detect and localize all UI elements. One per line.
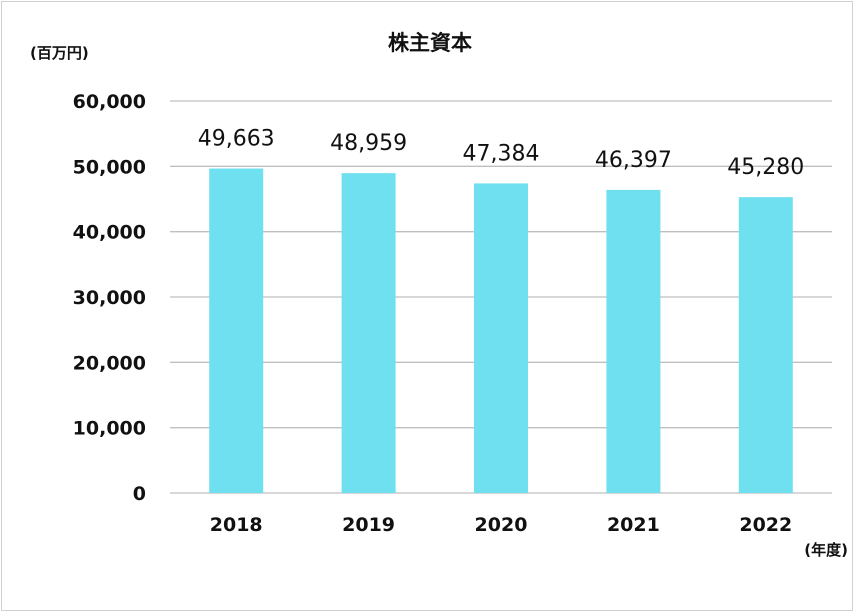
y-tick-label: 30,000	[73, 287, 146, 309]
y-tick-label: 40,000	[73, 222, 146, 244]
data-label-2022: 45,280	[727, 155, 804, 180]
y-tick-label: 50,000	[73, 156, 146, 178]
x-tick-label-2021: 2021	[607, 514, 660, 536]
y-tick-label: 10,000	[73, 418, 146, 440]
bar-2018	[209, 168, 264, 493]
bar-2019	[341, 173, 396, 494]
x-tick-label-2022: 2022	[739, 514, 792, 536]
x-tick-label-2020: 2020	[475, 514, 528, 536]
y-tick-label: 60,000	[73, 91, 146, 113]
x-tick-label-2018: 2018	[210, 514, 263, 536]
x-tick-label-2019: 2019	[342, 514, 395, 536]
data-label-2021: 46,397	[595, 148, 672, 173]
data-label-2020: 47,384	[463, 141, 540, 166]
y-tick-label: 20,000	[73, 352, 146, 374]
data-label-2018: 49,663	[198, 127, 275, 152]
x-axis-unit: (年度)	[804, 541, 848, 559]
bar-2022	[738, 197, 793, 494]
y-tick-label: 0	[133, 483, 146, 505]
bar-2021	[606, 189, 661, 494]
data-label-2019: 48,959	[330, 131, 407, 156]
y-axis-unit: (百万円)	[30, 44, 89, 62]
chart-title: 株主資本	[388, 31, 472, 55]
bar-2020	[474, 183, 528, 493]
